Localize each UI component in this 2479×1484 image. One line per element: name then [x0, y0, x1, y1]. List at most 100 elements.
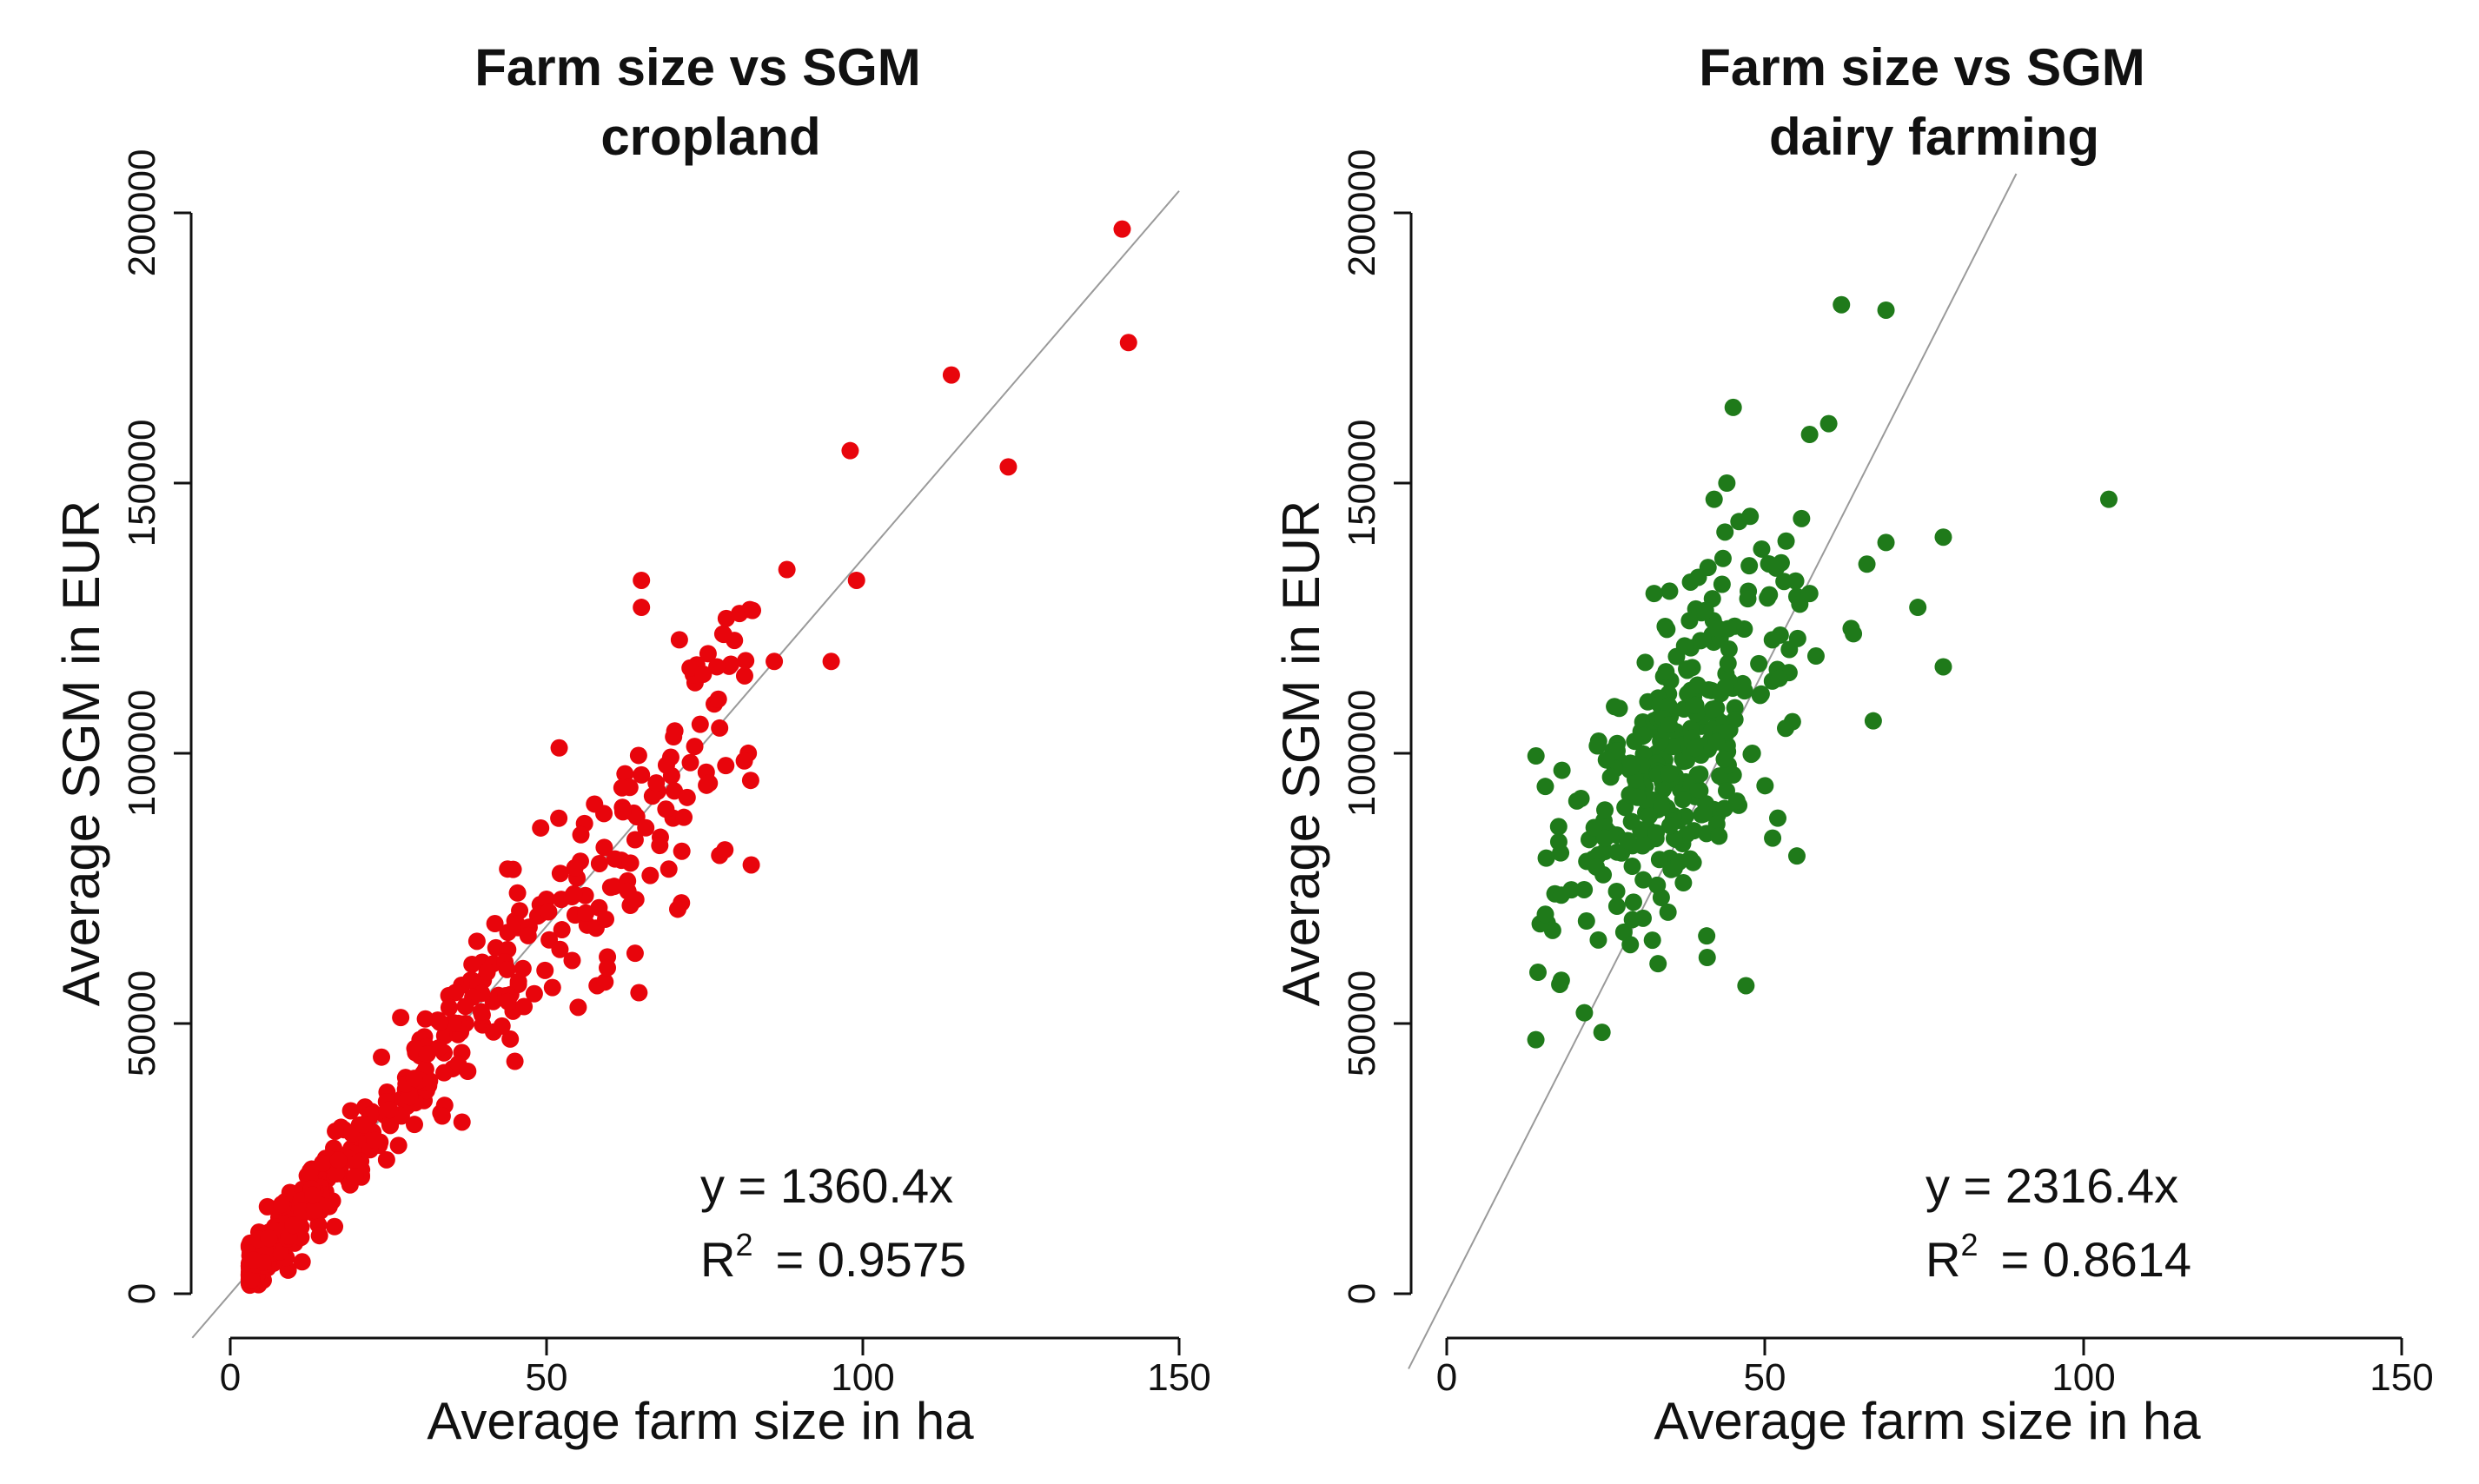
- data-point: [1622, 758, 1641, 776]
- data-point: [670, 631, 688, 649]
- data-point: [1678, 659, 1696, 678]
- data-point: [525, 984, 543, 1003]
- data-point: [565, 884, 583, 903]
- data-point: [666, 782, 684, 800]
- data-point: [1653, 797, 1671, 815]
- data-point: [1601, 768, 1620, 786]
- data-point: [822, 653, 840, 671]
- data-point: [1800, 426, 1819, 444]
- data-point: [1777, 719, 1795, 738]
- data-point: [1787, 847, 1806, 865]
- data-point: [681, 659, 699, 677]
- data-point: [440, 998, 458, 1017]
- y-tick-label: 200000: [121, 149, 163, 277]
- data-point: [735, 666, 753, 685]
- data-point: [1577, 912, 1595, 931]
- data-point: [1606, 698, 1624, 716]
- data-point: [258, 1197, 276, 1216]
- data-point: [1119, 334, 1137, 352]
- data-point: [999, 458, 1017, 476]
- data-point: [1593, 1024, 1611, 1042]
- chart-title-line-1: Farm size vs SGM: [474, 38, 921, 96]
- data-point: [1674, 791, 1692, 809]
- data-point: [293, 1202, 311, 1221]
- y-axis-ticks: 0 50000 100000 150000 200000: [1341, 149, 1411, 1304]
- data-point: [305, 1202, 323, 1220]
- data-point: [242, 1270, 261, 1289]
- data-point: [1647, 824, 1666, 842]
- data-point: [1536, 905, 1554, 924]
- data-point: [669, 900, 687, 918]
- data-point: [1740, 557, 1759, 575]
- data-point: [1713, 575, 1731, 593]
- data-point: [673, 842, 691, 860]
- data-point: [1649, 955, 1667, 973]
- r-squared-exponent: 2: [735, 1227, 752, 1262]
- data-point: [303, 1186, 321, 1204]
- data-point: [1640, 807, 1658, 825]
- data-point: [1845, 625, 1863, 643]
- data-point: [366, 1131, 384, 1149]
- data-point: [1713, 549, 1732, 567]
- data-point: [392, 1009, 410, 1027]
- data-point: [1768, 809, 1786, 827]
- data-point: [741, 772, 759, 790]
- data-point: [596, 910, 614, 928]
- data-point: [1709, 619, 1727, 638]
- data-point: [633, 765, 651, 784]
- data-point: [694, 665, 713, 683]
- data-point: [1596, 801, 1614, 819]
- data-point: [551, 940, 569, 958]
- data-point: [566, 858, 584, 877]
- data-point: [1719, 654, 1737, 672]
- data-point: [847, 571, 865, 589]
- data-point: [1733, 674, 1752, 692]
- data-point: [1575, 880, 1594, 898]
- data-point: [453, 1113, 471, 1131]
- data-point: [1536, 778, 1554, 796]
- data-point: [493, 1017, 511, 1035]
- data-point: [1934, 528, 1952, 547]
- data-point: [731, 605, 749, 623]
- data-point: [1549, 818, 1568, 836]
- data-point: [572, 825, 590, 844]
- data-point: [405, 1070, 423, 1088]
- chart-title-line-2: dairy farming: [1769, 108, 2099, 166]
- data-point: [657, 756, 675, 774]
- data-point: [1686, 739, 1704, 758]
- data-point: [619, 882, 637, 900]
- data-point: [329, 1151, 348, 1169]
- data-point: [1741, 507, 1760, 526]
- data-point: [596, 973, 614, 991]
- data-point: [1572, 790, 1590, 808]
- x-axis-ticks: 0 50 100 150: [220, 1338, 1211, 1399]
- data-point: [1634, 871, 1653, 889]
- data-point: [551, 865, 569, 883]
- data-point: [1698, 927, 1716, 945]
- data-point: [1527, 747, 1545, 765]
- data-point: [1660, 582, 1679, 600]
- data-point: [532, 818, 550, 837]
- data-point: [346, 1168, 364, 1186]
- data-point: [1674, 874, 1693, 892]
- regression-equation: y = 1360.4x: [700, 1158, 953, 1213]
- data-point: [1934, 658, 1952, 676]
- data-point: [1772, 553, 1790, 572]
- data-point: [381, 1101, 399, 1119]
- data-point: [633, 571, 651, 589]
- data-point: [737, 652, 755, 670]
- data-point: [595, 838, 613, 857]
- data-point: [456, 997, 474, 1016]
- data-point: [1760, 586, 1779, 604]
- data-point: [626, 944, 644, 963]
- data-point: [314, 1154, 332, 1172]
- y-tick-label: 50000: [1341, 971, 1383, 1077]
- r-squared-value: = 0.8614: [2000, 1232, 2191, 1287]
- x-axis-label: Average farm size in ha: [427, 1392, 974, 1450]
- data-point: [1720, 640, 1738, 659]
- data-point: [1588, 737, 1607, 755]
- y-axis-label: Average SGM in EUR: [52, 500, 110, 1006]
- data-point: [1626, 732, 1644, 751]
- chart-title-line-2: cropland: [600, 108, 820, 166]
